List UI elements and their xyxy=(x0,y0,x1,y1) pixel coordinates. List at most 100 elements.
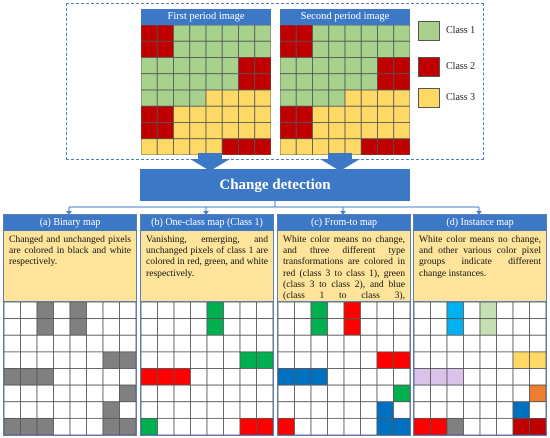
grid-cell xyxy=(360,89,378,107)
grid-cell xyxy=(280,25,297,42)
grid-cell xyxy=(156,89,174,107)
grid-cell xyxy=(328,122,346,140)
map-cell xyxy=(53,351,71,369)
grid-cell xyxy=(280,105,297,123)
map-cell xyxy=(36,302,54,320)
from-to-map-grid xyxy=(278,302,410,435)
map-cell xyxy=(327,334,345,353)
map-cell xyxy=(119,384,136,403)
map-cell xyxy=(343,302,361,320)
down-arrow-right-icon xyxy=(320,153,360,171)
grid-cell xyxy=(238,138,256,155)
grid-cell xyxy=(360,40,378,58)
map-cell xyxy=(4,368,21,386)
map-cell xyxy=(173,368,191,386)
grid-cell xyxy=(141,25,158,42)
map-cell xyxy=(53,384,71,403)
map-cell xyxy=(102,384,120,403)
map-cell xyxy=(102,417,120,435)
grid-cell xyxy=(393,40,410,58)
map-cell xyxy=(53,334,71,353)
map-cell xyxy=(102,334,120,353)
map-cell xyxy=(393,318,410,336)
grid-cell xyxy=(156,57,174,75)
grid-cell xyxy=(141,40,158,58)
map-cell xyxy=(414,401,431,419)
map-cell xyxy=(360,334,378,353)
map-cell xyxy=(4,401,21,419)
map-cell xyxy=(343,384,361,403)
map-cell xyxy=(53,417,71,435)
map-cell xyxy=(53,368,71,386)
legend-label: Class 3 xyxy=(446,92,476,103)
legend-label: Class 2 xyxy=(446,61,476,72)
grid-cell xyxy=(377,122,395,140)
grid-cell xyxy=(344,40,362,58)
map-cell xyxy=(86,368,104,386)
map-cell xyxy=(496,334,514,353)
map-cell xyxy=(512,318,530,336)
grid-cell xyxy=(254,57,271,75)
map-cell xyxy=(529,401,546,419)
grid-cell xyxy=(205,105,223,123)
map-cell xyxy=(223,351,241,369)
grid-cell xyxy=(173,25,191,42)
map-cell xyxy=(157,384,175,403)
map-cell xyxy=(529,417,546,435)
panel-description: White color means no change, and three d… xyxy=(278,231,410,312)
map-cell xyxy=(157,401,175,419)
map-cell xyxy=(360,384,378,403)
grid-cell xyxy=(360,105,378,123)
map-cell xyxy=(294,334,312,353)
grid-cell xyxy=(280,138,297,155)
map-cell xyxy=(446,417,464,435)
grid-cell xyxy=(312,40,330,58)
map-cell xyxy=(278,368,295,386)
grid-cell xyxy=(205,57,223,75)
map-cell xyxy=(206,384,224,403)
map-cell xyxy=(376,334,394,353)
grid-cell xyxy=(156,25,174,42)
grid-cell xyxy=(295,40,313,58)
map-cell xyxy=(223,384,241,403)
map-cell xyxy=(414,318,431,336)
panel-description: Changed and unchanged pixels are colored… xyxy=(4,231,136,302)
first-period-panel: First period image xyxy=(141,9,271,155)
grid-cell xyxy=(377,40,395,58)
grid-cell xyxy=(280,122,297,140)
map-cell xyxy=(69,318,87,336)
map-cell xyxy=(463,318,481,336)
map-cell xyxy=(310,368,328,386)
grid-cell xyxy=(393,122,410,140)
map-cell xyxy=(327,351,345,369)
map-cell xyxy=(141,417,158,435)
grid-cell xyxy=(344,57,362,75)
map-cell xyxy=(20,417,38,435)
map-cell xyxy=(69,384,87,403)
map-cell xyxy=(310,351,328,369)
map-cell xyxy=(414,384,431,403)
grid-cell xyxy=(173,73,191,91)
map-cell xyxy=(360,351,378,369)
map-cell xyxy=(239,318,257,336)
grid-cell xyxy=(280,89,297,107)
grid-cell xyxy=(377,105,395,123)
grid-cell xyxy=(221,40,239,58)
map-cell xyxy=(223,318,241,336)
map-cell xyxy=(173,318,191,336)
map-cell xyxy=(119,401,136,419)
panel-title: (c) From-to map xyxy=(278,215,410,231)
panel-title: (d) Instance map xyxy=(414,215,546,231)
map-cell xyxy=(86,302,104,320)
map-cell xyxy=(20,401,38,419)
grid-cell xyxy=(312,57,330,75)
map-cell xyxy=(36,318,54,336)
grid-cell xyxy=(312,25,330,42)
map-cell xyxy=(206,401,224,419)
grid-cell xyxy=(377,138,395,155)
map-cell xyxy=(393,417,410,435)
grid-cell xyxy=(205,73,223,91)
grid-cell xyxy=(189,73,207,91)
grid-cell xyxy=(189,40,207,58)
grid-cell xyxy=(173,138,191,155)
